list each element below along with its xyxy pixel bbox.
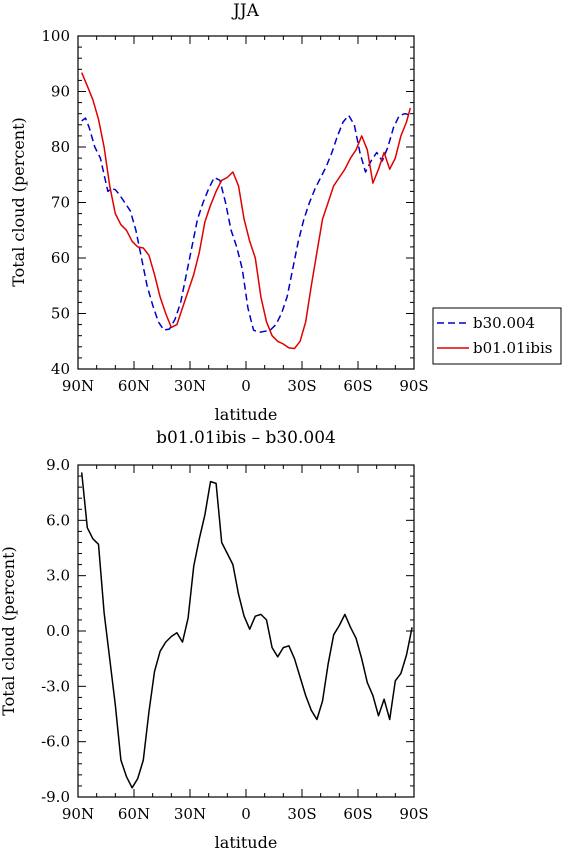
top-plot-frame bbox=[77, 35, 415, 370]
x-tick-label: 90N bbox=[62, 377, 94, 395]
x-tick-label: 60S bbox=[343, 377, 372, 395]
y-tick-label: 100 bbox=[41, 27, 70, 45]
y-tick-label: 50 bbox=[51, 305, 70, 323]
bottom-x-axis-label: latitude bbox=[215, 833, 278, 851]
y-tick-label: 40 bbox=[51, 360, 70, 378]
bottom-y-axis-label: Total cloud (percent) bbox=[0, 546, 18, 716]
top-y-axis-label: Total cloud (percent) bbox=[9, 117, 28, 287]
series-line-difference bbox=[80, 472, 413, 789]
x-tick-label: 30N bbox=[174, 805, 206, 823]
bottom-plot-frame bbox=[77, 464, 415, 798]
series-line-b30-004 bbox=[81, 112, 411, 334]
x-tick-label: 0 bbox=[241, 805, 251, 823]
bottom-series-lines bbox=[80, 472, 413, 789]
x-tick-label: 60N bbox=[118, 377, 150, 395]
x-tick-label: 0 bbox=[241, 377, 251, 395]
bottom-chart-title: b01.01ibis – b30.004 bbox=[156, 428, 336, 448]
y-tick-label: 9.0 bbox=[46, 456, 70, 474]
y-tick-label: 3.0 bbox=[46, 567, 70, 585]
top-x-axis-label: latitude bbox=[215, 405, 278, 424]
y-tick-label: 90 bbox=[51, 83, 70, 101]
legend-box bbox=[432, 307, 562, 365]
bottom-panel: b01.01ibis – b30.004 latitude Total clou… bbox=[0, 428, 429, 851]
legend-label-b30-004: b30.004 bbox=[473, 314, 535, 332]
legend-label-b01-01ibis: b01.01ibis bbox=[473, 339, 552, 357]
x-tick-label: 90N bbox=[62, 805, 94, 823]
y-tick-label: 70 bbox=[51, 194, 70, 212]
bottom-axis-ticks: 90N 60N 30N 0 30S 60S 90S -9.0 -6.0 -3.0 0.0 3.0 6.0… bbox=[41, 456, 429, 823]
x-tick-label: 60S bbox=[343, 805, 372, 823]
top-chart-title: JJA bbox=[231, 1, 260, 21]
y-tick-label: 6.0 bbox=[46, 511, 70, 529]
y-tick-label: -9.0 bbox=[41, 788, 70, 806]
x-tick-label: 90S bbox=[399, 377, 428, 395]
y-tick-label: 0.0 bbox=[46, 622, 70, 640]
y-tick-label: -6.0 bbox=[41, 733, 70, 751]
x-tick-label: 30S bbox=[287, 377, 316, 395]
x-tick-label: 30S bbox=[287, 805, 316, 823]
top-axis-ticks: 90N 60N 30N 0 30S 60S 90S 40 50 60 70 80 90 100 bbox=[41, 27, 428, 395]
x-tick-label: 60N bbox=[118, 805, 150, 823]
x-tick-label: 90S bbox=[399, 805, 428, 823]
top-panel: JJA latitude Total cloud (percent) 90N 60… bbox=[9, 1, 562, 424]
y-tick-label: 80 bbox=[51, 138, 70, 156]
series-line-b01-01ibis bbox=[81, 72, 412, 350]
legend: b30.004 b01.01ibis bbox=[432, 307, 562, 365]
y-tick-label: -3.0 bbox=[41, 677, 70, 695]
x-tick-label: 30N bbox=[174, 377, 206, 395]
top-series-lines bbox=[81, 72, 412, 350]
y-tick-label: 60 bbox=[51, 249, 70, 267]
